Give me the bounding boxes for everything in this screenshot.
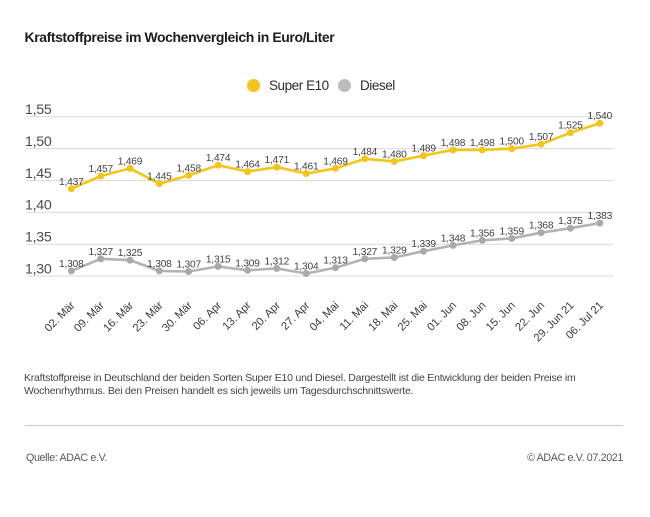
svg-text:1,498: 1,498 — [470, 138, 495, 149]
svg-text:23. Mär: 23. Mär — [131, 299, 166, 334]
svg-text:1,480: 1,480 — [382, 149, 407, 160]
svg-text:1,45: 1,45 — [25, 166, 52, 182]
svg-text:1,368: 1,368 — [529, 221, 554, 232]
svg-text:01. Jun: 01. Jun — [425, 300, 459, 334]
svg-text:1,307: 1,307 — [176, 260, 201, 271]
svg-text:16. Mär: 16. Mär — [101, 299, 136, 334]
svg-text:1,312: 1,312 — [265, 256, 290, 267]
svg-text:1,313: 1,313 — [323, 256, 348, 267]
svg-text:1,356: 1,356 — [470, 228, 495, 239]
svg-text:1,484: 1,484 — [353, 147, 378, 158]
svg-text:1,325: 1,325 — [118, 248, 143, 259]
svg-text:1,50: 1,50 — [25, 134, 52, 150]
svg-text:27. Apr: 27. Apr — [279, 299, 312, 332]
svg-text:1,469: 1,469 — [118, 156, 143, 167]
svg-text:1,474: 1,474 — [206, 153, 231, 164]
svg-text:1,383: 1,383 — [588, 211, 613, 222]
svg-text:1,30: 1,30 — [25, 261, 52, 277]
svg-text:1,471: 1,471 — [265, 155, 290, 166]
svg-text:1,489: 1,489 — [411, 144, 436, 155]
svg-text:1,327: 1,327 — [88, 247, 113, 258]
svg-text:09. Mär: 09. Mär — [72, 299, 107, 334]
svg-text:1,461: 1,461 — [294, 162, 319, 173]
svg-text:1,458: 1,458 — [176, 163, 201, 174]
svg-text:1,309: 1,309 — [235, 258, 260, 269]
svg-text:1,359: 1,359 — [499, 226, 524, 237]
svg-text:1,500: 1,500 — [499, 137, 524, 148]
svg-text:15. Jun: 15. Jun — [484, 300, 518, 334]
svg-text:1,304: 1,304 — [294, 262, 319, 273]
svg-text:1,375: 1,375 — [558, 216, 583, 227]
svg-text:1,348: 1,348 — [441, 233, 466, 244]
svg-text:1,308: 1,308 — [59, 259, 84, 270]
svg-text:02. Mär: 02. Mär — [43, 299, 78, 334]
svg-text:08. Jun: 08. Jun — [454, 300, 488, 334]
svg-text:1,469: 1,469 — [323, 156, 348, 167]
svg-text:1,525: 1,525 — [558, 121, 583, 132]
svg-text:11. Mai: 11. Mai — [338, 300, 371, 333]
svg-text:1,464: 1,464 — [235, 160, 260, 171]
svg-text:1,540: 1,540 — [588, 111, 613, 122]
svg-text:20. Apr: 20. Apr — [250, 299, 283, 332]
svg-text:1,327: 1,327 — [353, 247, 378, 258]
svg-text:1,308: 1,308 — [147, 259, 172, 270]
svg-text:13. Apr: 13. Apr — [221, 299, 254, 332]
svg-text:1,437: 1,437 — [59, 177, 84, 188]
svg-text:1,329: 1,329 — [382, 246, 407, 257]
svg-text:1,457: 1,457 — [88, 164, 113, 175]
svg-text:1,445: 1,445 — [147, 172, 172, 183]
svg-text:1,507: 1,507 — [529, 132, 554, 143]
svg-text:1,55: 1,55 — [25, 102, 52, 118]
svg-text:25. Mai: 25. Mai — [396, 300, 430, 334]
svg-text:06. Apr: 06. Apr — [191, 299, 224, 332]
svg-text:18. Mai: 18. Mai — [366, 300, 400, 334]
svg-text:1,35: 1,35 — [25, 230, 52, 246]
svg-text:1,339: 1,339 — [411, 239, 436, 250]
svg-text:1,315: 1,315 — [206, 254, 231, 265]
svg-text:30. Mär: 30. Mär — [160, 299, 195, 334]
svg-text:04. Mai: 04. Mai — [308, 300, 342, 334]
svg-text:1,498: 1,498 — [441, 138, 466, 149]
svg-text:1,40: 1,40 — [25, 198, 52, 214]
